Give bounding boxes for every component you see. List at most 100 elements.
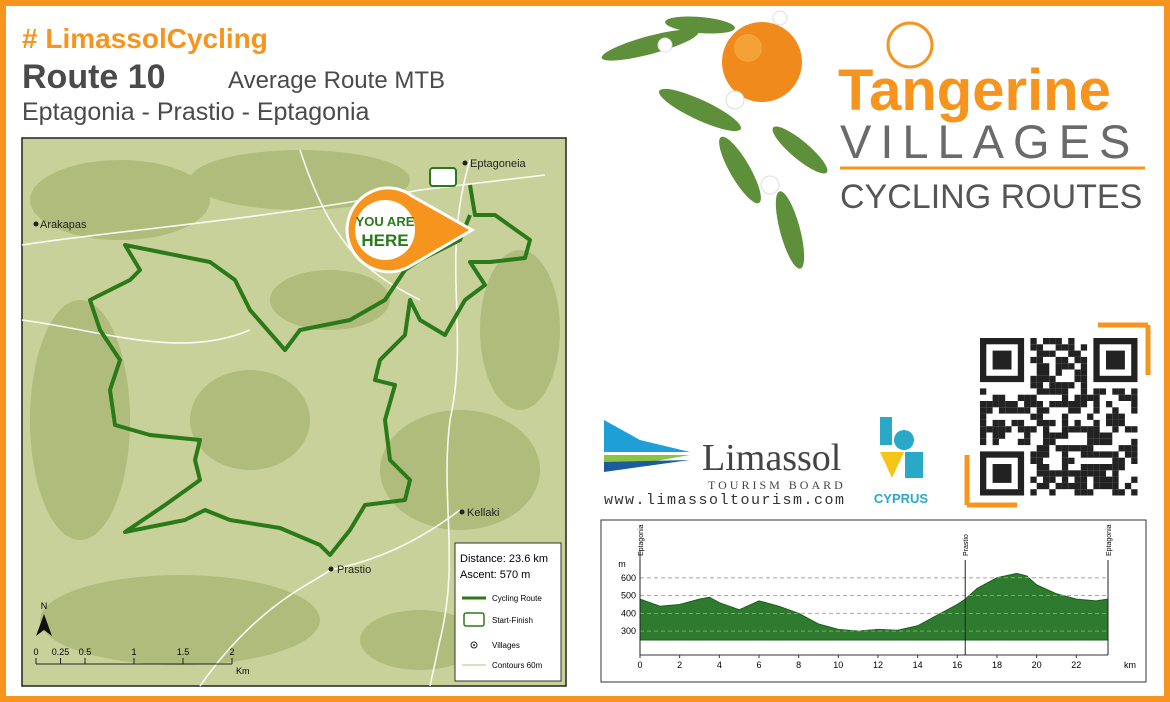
qr-module	[1080, 426, 1088, 433]
qr-module	[1024, 426, 1031, 433]
qr-module	[1080, 363, 1088, 370]
qr-module	[1099, 388, 1106, 395]
x-tick-label: 8	[796, 660, 801, 670]
qr-module	[1080, 375, 1088, 383]
qr-module	[1030, 356, 1037, 364]
qr-finder	[992, 464, 1012, 483]
x-tick-label: 6	[756, 660, 761, 670]
x-tick-label: 2	[677, 660, 682, 670]
qr-module	[1036, 344, 1043, 351]
village: Eptagoneia	[470, 158, 527, 170]
qr-module	[998, 394, 1006, 401]
qr-module	[1068, 407, 1075, 414]
love-text: CYPRUS	[874, 491, 929, 506]
qr-module	[980, 438, 987, 446]
qr-module	[1074, 350, 1081, 357]
qr-module	[1024, 432, 1031, 439]
qr-module	[1005, 401, 1012, 408]
qr-module	[1043, 426, 1050, 433]
qr-module	[1068, 350, 1075, 357]
qr-module	[1087, 413, 1094, 420]
qr-module	[1131, 457, 1138, 464]
qr-module	[1112, 482, 1119, 490]
scale-label: 1.5	[177, 647, 190, 657]
qr-module	[1005, 407, 1012, 414]
love-logo	[880, 417, 923, 478]
qr-module	[1049, 382, 1056, 389]
qr-module	[1030, 426, 1037, 433]
qr-module	[1093, 407, 1100, 414]
legend-entry: Start-Finish	[492, 616, 533, 625]
qr-module	[1093, 426, 1100, 433]
qr-module	[1106, 432, 1113, 439]
qr-module	[1061, 413, 1069, 420]
qr-module	[1093, 482, 1100, 490]
qr-module	[1061, 363, 1069, 370]
qr-module	[1080, 382, 1088, 389]
qr-module	[1080, 489, 1088, 496]
qr-module	[1074, 419, 1081, 427]
legend-entry: Cycling Route	[492, 594, 542, 603]
qr-module	[1093, 432, 1100, 439]
qr-module	[1030, 394, 1037, 401]
qr-module	[1087, 451, 1094, 458]
qr-module	[1030, 489, 1037, 496]
qr-module	[992, 419, 999, 427]
y-tick-label: 500	[621, 591, 636, 601]
qr-module	[1131, 438, 1138, 446]
qr-module	[1074, 369, 1081, 376]
qr-module	[1055, 388, 1062, 395]
legend-box	[454, 542, 562, 682]
qr-module	[1093, 394, 1100, 401]
x-tick-label: 10	[833, 660, 843, 670]
north-arrow	[36, 614, 52, 636]
qr-module	[1068, 338, 1075, 345]
qr-module	[1061, 457, 1069, 464]
qr-module	[1074, 394, 1081, 401]
x-tick-label: 16	[952, 660, 962, 670]
qr-module	[1106, 464, 1113, 471]
qr-module	[1036, 401, 1043, 408]
qr-module	[1036, 363, 1043, 370]
qr-module	[1093, 438, 1100, 446]
qr-module	[1080, 401, 1088, 408]
ascent: Ascent: 570 m	[460, 569, 530, 581]
qr-module	[1055, 445, 1062, 452]
qr-module	[1131, 401, 1138, 408]
qr-module	[1112, 451, 1119, 458]
sponsor-url[interactable]: www.limassoltourism.com	[604, 492, 846, 509]
map-legend: Distance: 23.6 km Ascent: 570 m Cycling …	[454, 542, 562, 682]
qr-module	[1124, 426, 1132, 433]
x-tick-label: 14	[913, 660, 923, 670]
qr-module	[1106, 451, 1113, 458]
qr-module	[1036, 413, 1043, 420]
qr-module	[992, 394, 999, 401]
brand-title: Tangerine	[838, 58, 1111, 123]
scale-label: 1	[131, 647, 136, 657]
qr-module	[1080, 476, 1088, 483]
qr-module	[1124, 482, 1132, 490]
qr-module	[1005, 426, 1012, 433]
qr-module	[1112, 419, 1119, 427]
qr-module	[1074, 356, 1081, 364]
qr-module	[1099, 438, 1106, 446]
qr-module	[1043, 464, 1050, 471]
route-villages: Eptagonia - Prastio - Eptagonia	[22, 98, 370, 126]
qr-module	[1099, 451, 1106, 458]
x-tick-label: 0	[637, 660, 642, 670]
qr-module	[1036, 464, 1043, 471]
legend-entry: Villages	[492, 641, 520, 650]
qr-module	[1118, 388, 1125, 395]
qr-module	[1068, 445, 1075, 452]
qr-module	[1017, 407, 1025, 414]
qr-module	[1131, 407, 1138, 414]
qr-module	[1131, 451, 1138, 458]
qr-module	[1106, 419, 1113, 427]
qr-finder	[1106, 350, 1125, 370]
qr-module	[1036, 407, 1043, 414]
qr-module	[1074, 375, 1081, 383]
qr-module	[1093, 388, 1100, 395]
qr-code[interactable]	[964, 322, 1151, 508]
qr-module	[1030, 338, 1037, 345]
qr-module	[1049, 470, 1056, 477]
